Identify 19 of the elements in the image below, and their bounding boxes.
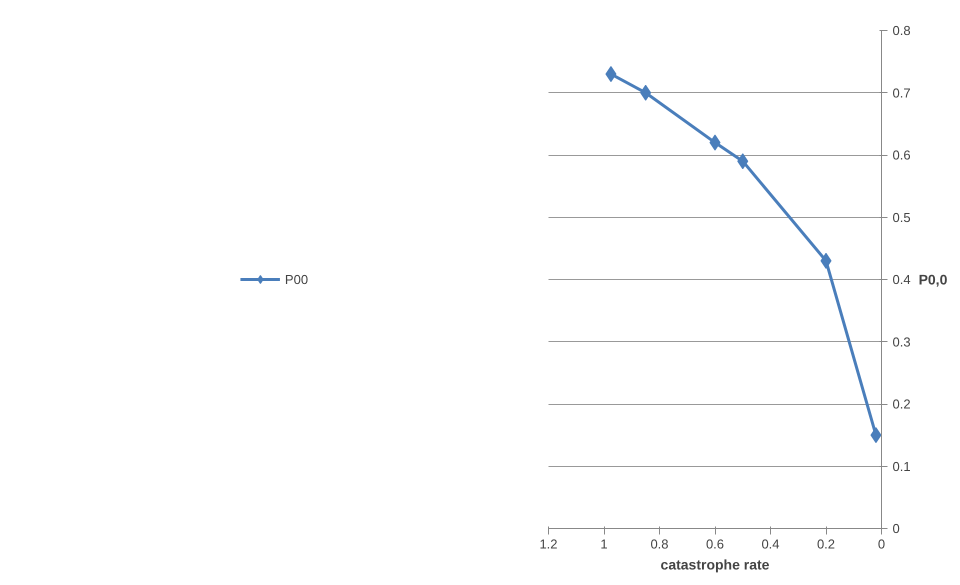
legend-label: P00 — [284, 272, 308, 286]
y-axis-title: P0,0 — [918, 272, 948, 288]
x-tick-label: 0.4 — [761, 536, 780, 552]
x-tick-label: 1 — [600, 536, 608, 552]
x-tick-label: 1.2 — [539, 536, 558, 552]
x-axis-title: catastrophe rate — [660, 556, 770, 572]
x-tick-label: 0 — [878, 536, 886, 552]
x-tick-label: 0.8 — [650, 536, 669, 552]
y-tick-label: 0 — [892, 521, 900, 536]
y-tick-label: 0.5 — [892, 210, 911, 225]
y-tick-label: 0.3 — [892, 334, 911, 350]
y-tick-label: 0.4 — [892, 272, 911, 287]
y-tick-label: 0.6 — [892, 148, 911, 162]
y-tick-label: 0.1 — [892, 458, 911, 474]
y-tick-label: 0.7 — [892, 85, 911, 100]
x-tick-label: 0.2 — [816, 536, 836, 552]
x-tick-label: 0.6 — [706, 536, 724, 552]
y-tick-label: 0.8 — [892, 23, 911, 38]
y-tick-label: 0.2 — [892, 396, 911, 412]
